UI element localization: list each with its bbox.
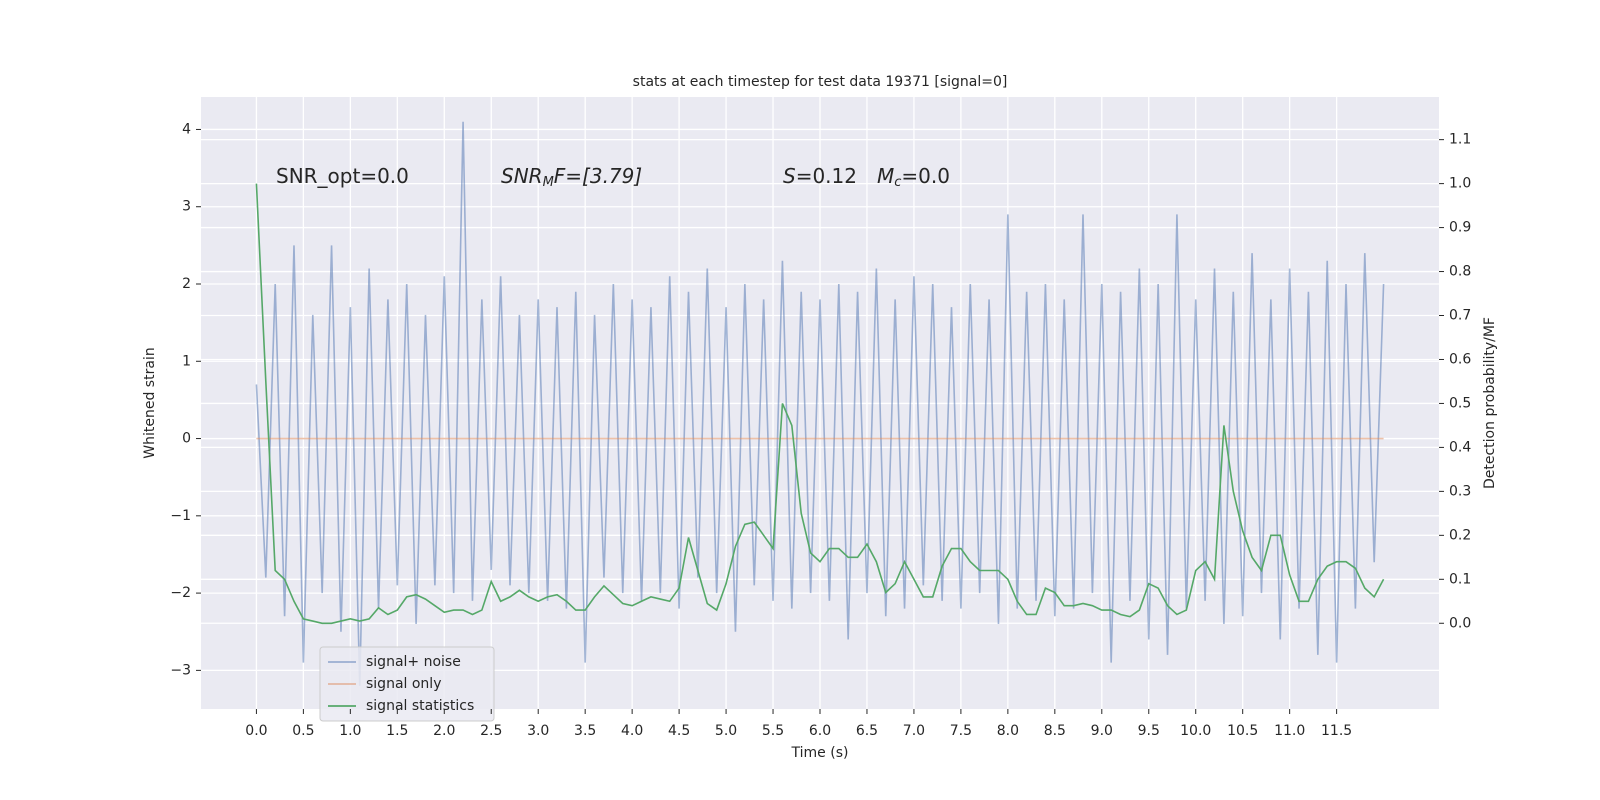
legend-label: signal only	[366, 676, 441, 692]
annotation-text: F=[3.79]	[554, 164, 642, 188]
x-tick-label: 11.0	[1274, 723, 1305, 739]
x-tick-label: 6.0	[809, 723, 831, 739]
y-tick-label: −2	[170, 585, 191, 601]
x-tick-label: 7.0	[903, 723, 925, 739]
x-tick-label: 8.0	[997, 723, 1019, 739]
annotation-text: M	[543, 175, 554, 190]
y-tick-label: 4	[182, 121, 191, 137]
x-tick-label: 9.0	[1091, 723, 1113, 739]
y2-tick-label: 0.8	[1449, 264, 1471, 280]
legend-label: signal+ noise	[366, 654, 461, 670]
x-tick-label: 5.0	[715, 723, 737, 739]
x-tick-label: 2.0	[433, 723, 455, 739]
x-tick-label: 10.0	[1180, 723, 1211, 739]
legend-box	[319, 646, 495, 722]
annotation-text: =0.0	[901, 164, 950, 188]
legend-label: signal statistics	[366, 698, 474, 714]
x-tick-label: 5.5	[762, 723, 784, 739]
annotation: S=0.12 Mc=0.0	[783, 164, 950, 190]
y-tick-label: 0	[182, 431, 191, 447]
y-tick-label: −3	[170, 662, 191, 678]
marks	[255, 121, 1385, 686]
y-tick-label: 2	[182, 276, 191, 292]
x-tick-label: 8.5	[1044, 723, 1066, 739]
series-line	[255, 183, 1385, 625]
x-tick-label: 9.5	[1138, 723, 1160, 739]
y-tick-label: 3	[182, 199, 191, 215]
y2-tick-label: 0.7	[1449, 308, 1471, 324]
x-tick-label: 3.5	[574, 723, 596, 739]
x-tick-label: 2.5	[480, 723, 502, 739]
y-tick-label: −1	[170, 508, 191, 524]
y2-tick-label: 0.4	[1449, 439, 1471, 455]
x-tick-label: 4.0	[621, 723, 643, 739]
x-tick-label: 0.5	[292, 723, 314, 739]
annotation: SNRMF=[3.79]	[501, 164, 642, 190]
y2-tick-label: 0.2	[1449, 527, 1471, 543]
annotation-text: M	[877, 164, 894, 188]
legend: signal+ noise signal only signal statistic…	[319, 646, 495, 722]
annotation-text: S	[783, 164, 796, 188]
y-tick-label: 1	[182, 353, 191, 369]
y2-tick-label: 0.5	[1449, 395, 1471, 411]
x-tick-label: 6.5	[856, 723, 878, 739]
x-tick-label: 3.0	[527, 723, 549, 739]
y2-tick-label: 0.1	[1449, 571, 1471, 587]
x-tick-label: 10.5	[1227, 723, 1258, 739]
y2-tick-label: 1.0	[1449, 176, 1471, 192]
series-line	[255, 121, 1385, 686]
annotation-text: c	[894, 175, 901, 190]
chart-title: stats at each timestep for test data 193…	[633, 74, 1008, 90]
y2-tick-label: 0.6	[1449, 351, 1471, 367]
y2-tick-label: 0.9	[1449, 220, 1471, 236]
x-tick-label: 0.0	[245, 723, 267, 739]
x-tick-label: 11.5	[1321, 723, 1352, 739]
x-tick-label: 1.0	[339, 723, 361, 739]
x-tick-label: 1.5	[386, 723, 408, 739]
annotation-text: SNR	[501, 164, 543, 188]
annotation-text: =0.12	[796, 164, 857, 188]
y2-tick-label: 1.1	[1449, 132, 1471, 148]
y2-tick-label: 0.0	[1449, 615, 1471, 631]
annotation-text: SNR_opt=0.0	[276, 164, 409, 188]
y2-tick-label: 0.3	[1449, 483, 1471, 499]
y-axis-label: Whitened strain	[142, 347, 158, 458]
annotation: SNR_opt=0.0	[276, 164, 409, 188]
x-tick-label: 7.5	[950, 723, 972, 739]
x-tick-label: 4.5	[668, 723, 690, 739]
x-axis-label: Time (s)	[791, 745, 849, 761]
y2-axis-label: Detection probability/MF	[1482, 317, 1498, 489]
